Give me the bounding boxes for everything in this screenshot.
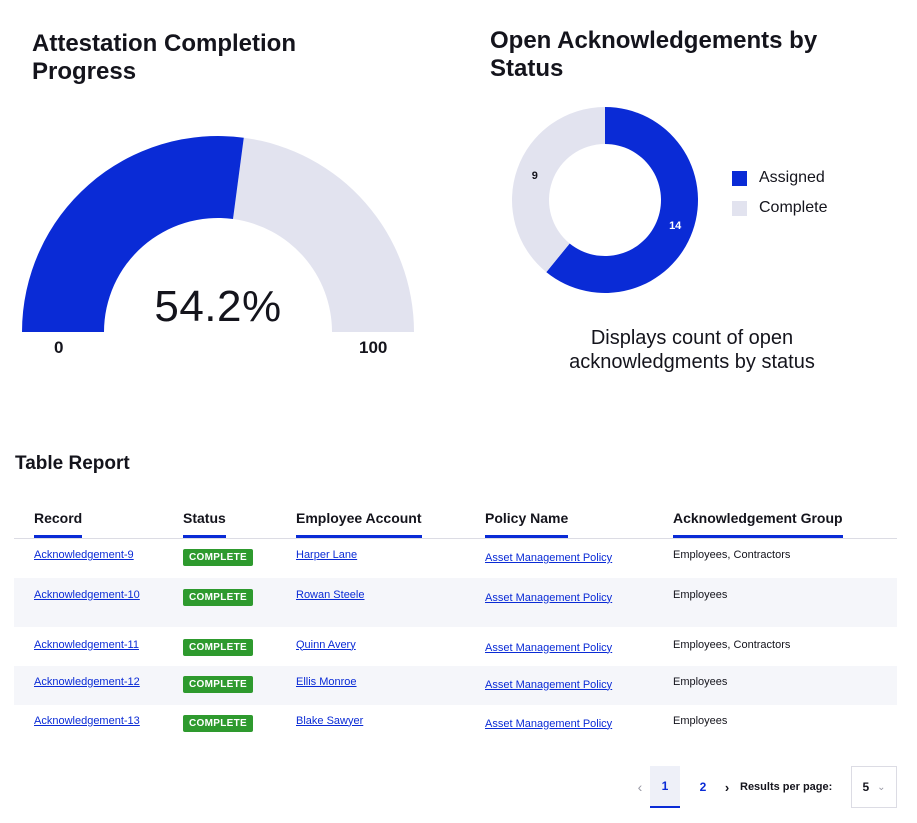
employee-link[interactable]: Ellis Monroe xyxy=(296,675,357,688)
status-badge: COMPLETE xyxy=(183,638,253,656)
group-cell: Employees xyxy=(673,665,897,705)
group-cell: Employees xyxy=(673,577,897,627)
donut-value-label-assigned: 14 xyxy=(669,220,682,232)
gauge-title: Attestation Completion Progress xyxy=(32,30,296,85)
column-header-policy-name[interactable]: Policy Name xyxy=(485,502,673,539)
policy-link[interactable]: Asset Management Policy xyxy=(485,552,613,564)
donut-caption: Displays count of open acknowledgments b… xyxy=(569,327,815,373)
record-link[interactable]: Acknowledgement-11 xyxy=(34,638,139,651)
gauge-track xyxy=(232,137,414,332)
report-table: Record Status Employee Account Policy Na… xyxy=(14,502,897,744)
donut-slice-complete[interactable] xyxy=(512,107,605,273)
group-cell: Employees, Contractors xyxy=(673,549,791,561)
table-row: Acknowledgement-10 COMPLETE Rowan Steele… xyxy=(14,577,897,627)
column-header-status[interactable]: Status xyxy=(183,502,296,539)
record-link[interactable]: Acknowledgement-10 xyxy=(34,588,140,601)
gauge-value: 54.2% xyxy=(154,282,282,331)
gauge-min-label: 0 xyxy=(54,338,64,357)
page-2-button[interactable]: 2 xyxy=(699,780,707,794)
legend-item-complete[interactable]: Complete xyxy=(732,193,827,223)
employee-link[interactable]: Harper Lane xyxy=(296,549,358,561)
status-badge: COMPLETE xyxy=(183,588,253,606)
table-row: Acknowledgement-9 COMPLETE Harper Lane A… xyxy=(14,539,897,578)
legend-item-assigned[interactable]: Assigned xyxy=(732,163,827,193)
record-link[interactable]: Acknowledgement-9 xyxy=(34,549,134,561)
results-per-page-select[interactable]: 5 ⌄ xyxy=(851,766,897,808)
donut-title: Open Acknowledgements by Status xyxy=(490,27,818,82)
chevron-right-icon[interactable]: › xyxy=(724,779,730,795)
donut-legend: Assigned Complete xyxy=(732,163,827,223)
table-row: Acknowledgement-12 COMPLETE Ellis Monroe… xyxy=(14,665,897,705)
status-badge: COMPLETE xyxy=(183,549,253,566)
employee-link[interactable]: Blake Sawyer xyxy=(296,714,364,727)
column-header-record[interactable]: Record xyxy=(14,502,183,539)
pagination: ‹ 1 2 › Results per page: 5 ⌄ xyxy=(630,766,897,808)
policy-link[interactable]: Asset Management Policy xyxy=(485,717,613,730)
donut-chart: 14 9 xyxy=(512,107,698,293)
record-link[interactable]: Acknowledgement-13 xyxy=(34,714,140,727)
employee-link[interactable]: Quinn Avery xyxy=(296,638,356,651)
results-per-page-label: Results per page: xyxy=(740,781,833,793)
policy-link[interactable]: Asset Management Policy xyxy=(485,591,613,604)
status-badge: COMPLETE xyxy=(183,714,253,732)
column-header-acknowledgement-group[interactable]: Acknowledgement Group xyxy=(673,502,897,539)
chevron-left-icon[interactable]: ‹ xyxy=(637,779,643,795)
group-cell: Employees xyxy=(673,714,728,727)
policy-link[interactable]: Asset Management Policy xyxy=(485,678,613,691)
donut-value-label-complete: 9 xyxy=(532,170,538,182)
gauge-fill xyxy=(22,136,244,332)
legend-swatch-assigned xyxy=(732,170,747,186)
legend-swatch-complete xyxy=(732,200,747,216)
legend-label: Complete xyxy=(759,199,828,216)
page-1-button[interactable]: 1 xyxy=(650,766,680,808)
table-header-row: Record Status Employee Account Policy Na… xyxy=(14,502,897,539)
chevron-down-icon: ⌄ xyxy=(877,781,886,793)
status-badge: COMPLETE xyxy=(183,675,253,693)
group-cell: Employees, Contractors xyxy=(673,638,791,651)
column-header-employee-account[interactable]: Employee Account xyxy=(296,502,485,539)
gauge-max-label: 100 xyxy=(359,338,388,357)
record-link[interactable]: Acknowledgement-12 xyxy=(34,675,140,688)
results-per-page-value: 5 xyxy=(862,780,870,794)
table-row: Acknowledgement-11 COMPLETE Quinn Avery … xyxy=(14,627,897,666)
employee-link[interactable]: Rowan Steele xyxy=(296,588,365,601)
policy-link[interactable]: Asset Management Policy xyxy=(485,641,613,654)
donut-slice-assigned[interactable] xyxy=(546,107,698,293)
legend-label: Assigned xyxy=(759,169,825,186)
table-title: Table Report xyxy=(15,453,130,474)
gauge-chart xyxy=(22,136,414,332)
table-row: Acknowledgement-13 COMPLETE Blake Sawyer… xyxy=(14,705,897,744)
